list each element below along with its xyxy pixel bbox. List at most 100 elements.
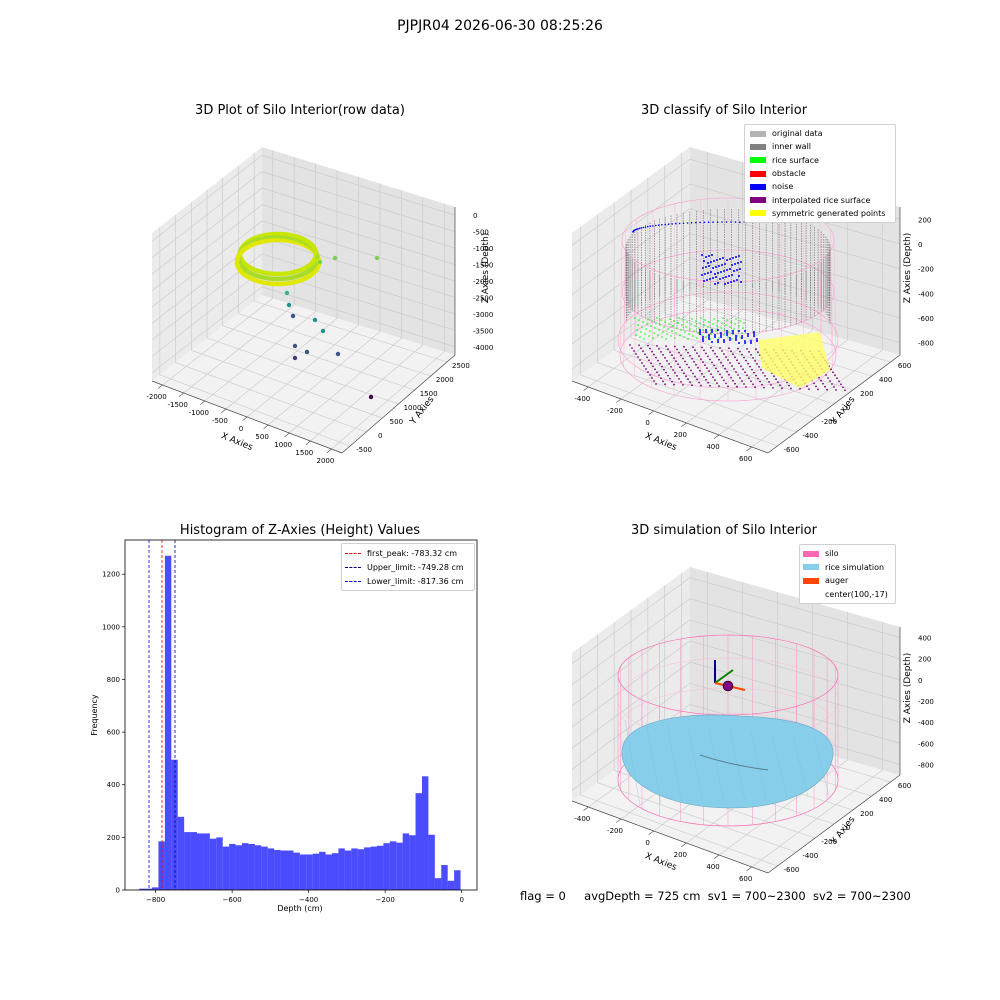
cls-interp-point	[685, 348, 687, 351]
histogram-bar	[331, 853, 339, 890]
cls-interp-point	[631, 347, 633, 349]
histogram-bar	[152, 887, 159, 890]
cls-interp-point	[677, 363, 679, 366]
histogram-bar	[299, 854, 307, 890]
cls-noise-point	[739, 221, 741, 223]
simulation-legend: silo rice simulation auger center(100,-17)	[799, 544, 896, 604]
cls-interp-point	[652, 365, 654, 368]
cls-interp-point	[790, 387, 792, 390]
simulation-legend-item: auger	[800, 574, 895, 588]
cls-interp-point	[629, 344, 631, 346]
cls-noise-point	[647, 225, 649, 228]
cls-interp-point	[664, 357, 666, 359]
cls-rice-point	[645, 328, 647, 330]
cls-interp-point	[736, 359, 738, 362]
raw-y-tick-label: 1500	[420, 390, 438, 398]
raw-3d-plot: -2000-1500-1000-5000500100015002000-5000…	[146, 147, 493, 465]
cls-noise-point	[720, 334, 722, 336]
cls-rice-point	[717, 320, 719, 322]
cls-tick-x	[746, 446, 752, 452]
histogram-y-tick-label: 600	[107, 729, 120, 737]
cls-x-tick-label: 200	[674, 431, 687, 439]
legend-swatch	[803, 550, 819, 557]
legend-line-swatch	[345, 580, 361, 582]
cls-rice-point	[731, 338, 733, 340]
cls-x-tick-label: -200	[607, 407, 623, 415]
cls-rice-point	[725, 324, 727, 326]
classify-plot-title: 3D classify of Silo Interior	[640, 103, 808, 118]
cls-interp-point	[727, 359, 729, 361]
cls-rice-point	[656, 317, 658, 319]
avg-depth-value: avgDepth = 725 cm	[584, 889, 701, 903]
cls-noise-point	[735, 339, 737, 341]
cls-noise-point	[724, 283, 726, 285]
cls-interp-point	[770, 384, 772, 386]
cls-y-tick-label: -200	[821, 418, 837, 426]
cls-noise-point	[740, 261, 742, 263]
cls-noise-point	[729, 337, 731, 339]
cls-rice-point	[647, 318, 649, 320]
cls-interp-point	[688, 366, 690, 369]
cls-interp-point	[818, 376, 820, 379]
cls-noise-point	[695, 221, 697, 224]
figure-title: PJPJR04 2026-06-30 08:25:26	[397, 18, 603, 34]
cls-noise-point	[657, 224, 660, 226]
cls-interp-point	[689, 354, 691, 357]
cls-rice-point	[716, 325, 718, 327]
cls-rice-point	[723, 334, 725, 336]
cls-interp-point	[660, 377, 662, 380]
cls-rice-point	[680, 329, 682, 331]
cls-noise-point	[747, 335, 749, 337]
cls-interp-point	[831, 383, 833, 385]
cls-interp-point	[738, 362, 740, 365]
cls-interp-point	[719, 347, 721, 349]
cls-rice-point	[639, 336, 641, 338]
raw-point	[290, 313, 296, 319]
raw-z-axis-label: Z Axies (Depth)	[481, 233, 491, 304]
cls-x-tick-label: 400	[706, 443, 719, 451]
cls-rice-point	[650, 325, 652, 327]
legend-swatch	[750, 183, 766, 190]
cls-interp-point	[838, 380, 840, 383]
cls-z-tick-label: -400	[918, 290, 934, 298]
sim-grid-y	[580, 794, 778, 867]
sv2-value: sv2 = 700~2300	[812, 889, 911, 903]
cls-interp-point	[740, 365, 742, 368]
cls-z-tick-label: -200	[918, 266, 934, 274]
cls-noise-point	[702, 340, 704, 342]
sim-rice-mesh	[708, 727, 725, 802]
cls-noise-point	[735, 335, 737, 337]
sim-z-tick-label: 0	[918, 677, 922, 685]
classify-legend: original data inner wall rice surface obsta…	[744, 124, 896, 224]
cls-noise-point	[726, 332, 728, 334]
cls-interp-point	[736, 385, 738, 388]
cls-interp-point	[842, 386, 844, 389]
cls-noise-point	[720, 336, 722, 338]
cls-interp-point	[712, 376, 714, 378]
cls-interp-point	[635, 353, 637, 355]
histogram-bar	[287, 850, 294, 890]
cls-rice-point	[649, 330, 651, 332]
cls-interp-point	[718, 358, 720, 361]
cls-interp-point	[749, 365, 751, 368]
cls-interp-point	[633, 350, 635, 352]
cls-noise-point	[699, 329, 701, 331]
raw-tick-x	[221, 408, 227, 413]
raw-point	[317, 259, 323, 265]
cls-rice-point	[673, 320, 675, 322]
cls-interp-point	[662, 354, 664, 356]
legend-swatch	[750, 143, 766, 150]
cls-rice-point	[665, 338, 667, 340]
cls-rice-point	[636, 329, 638, 331]
sim-rice-mesh	[813, 737, 830, 797]
cls-interp-point	[709, 358, 711, 361]
cls-y-axis-line	[767, 354, 901, 454]
sim-rice-dent	[699, 754, 769, 771]
raw-grid-y	[238, 313, 431, 377]
cls-rice-point	[695, 320, 697, 322]
cls-interp-point	[675, 360, 677, 363]
cls-y-tick-label: 0	[846, 404, 850, 412]
cls-interp-point	[830, 368, 832, 371]
cls-rice-point	[738, 325, 740, 327]
legend-label: rice surface	[772, 155, 819, 165]
